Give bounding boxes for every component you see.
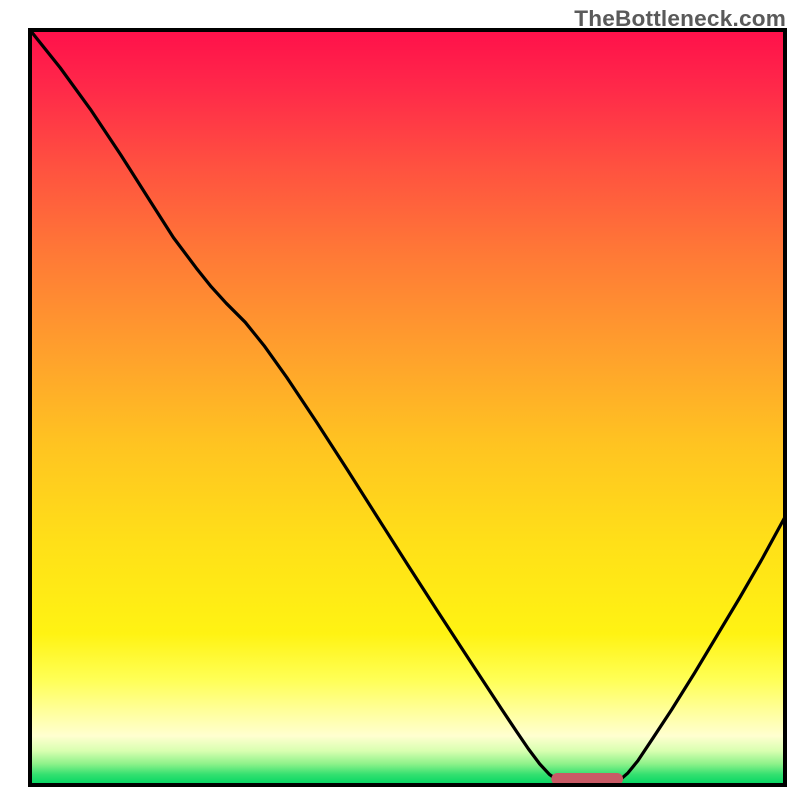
plot-background [30,30,785,785]
watermark-label: TheBottleneck.com [574,6,786,32]
bottleneck-chart [0,0,800,800]
chart-container: TheBottleneck.com [0,0,800,800]
